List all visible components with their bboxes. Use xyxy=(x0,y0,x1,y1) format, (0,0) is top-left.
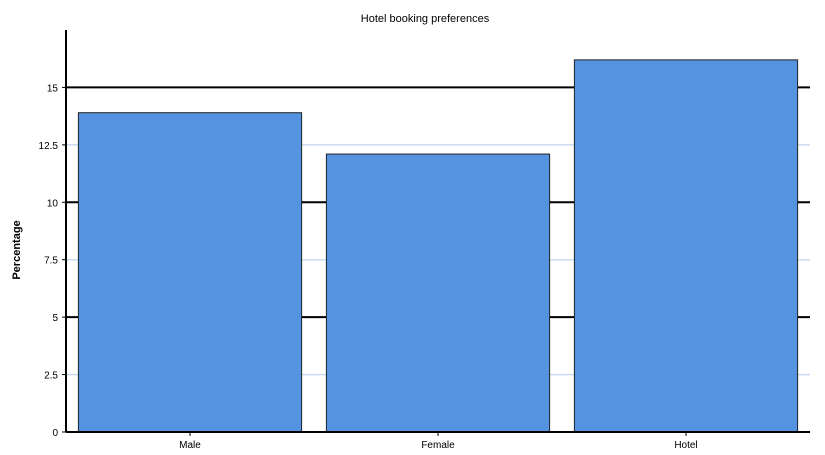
bar-hotel xyxy=(573,59,799,433)
x-tick-label: Female xyxy=(421,440,455,451)
y-tick-label: 10 xyxy=(47,198,59,209)
y-tick-label: 15 xyxy=(47,83,59,94)
x-tick-label: Male xyxy=(179,440,201,451)
bar-female xyxy=(325,153,551,433)
y-tick-label: 5 xyxy=(52,313,58,324)
bar-male xyxy=(77,112,303,433)
y-tick-label: 7.5 xyxy=(44,256,58,267)
x-tick-label: Hotel xyxy=(674,440,697,451)
y-tick-label: 12.5 xyxy=(39,141,59,152)
chart-title: Hotel booking preferences xyxy=(361,13,490,25)
axes: 0 2.5 5 7.5 10 12.5 15 Male Female Hotel xyxy=(39,30,810,451)
bars xyxy=(77,59,799,433)
y-tick-label: 0 xyxy=(52,428,58,439)
y-tick-label: 2.5 xyxy=(44,371,58,382)
y-axis-label: Percentage xyxy=(11,220,23,279)
